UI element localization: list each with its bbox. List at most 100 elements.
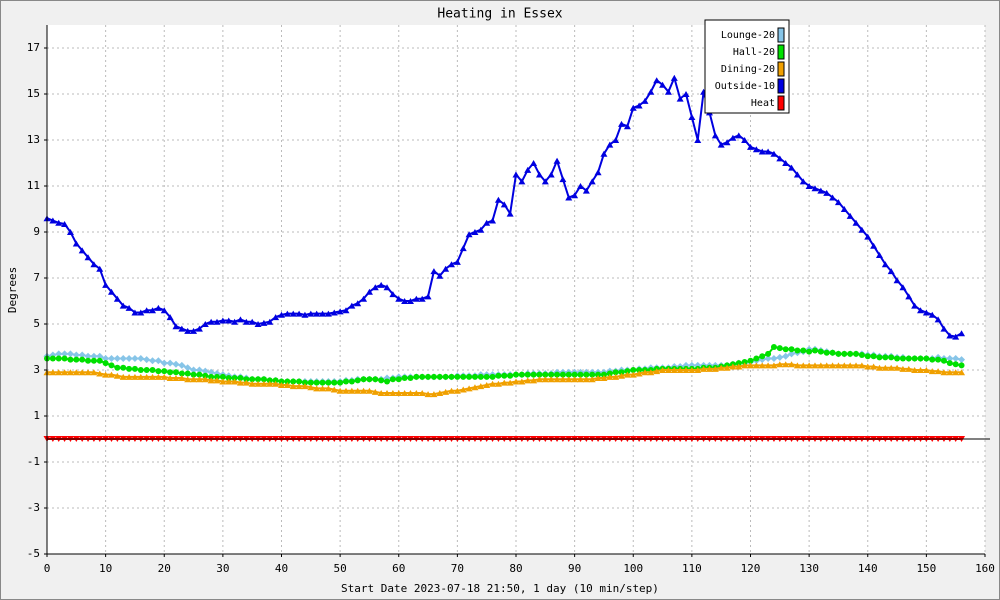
point-marker (565, 194, 573, 201)
point-marker (735, 360, 742, 367)
point-marker (682, 91, 690, 97)
point-marker (125, 304, 133, 311)
point-marker (96, 265, 104, 272)
point-marker (290, 378, 297, 385)
y-tick-label: 9 (33, 225, 40, 238)
x-tick-label: 40 (275, 562, 288, 575)
point-marker (172, 369, 179, 376)
point-marker (154, 357, 162, 365)
point-marker (870, 363, 878, 370)
y-tick-label: 13 (27, 133, 40, 146)
point-marker (834, 199, 842, 206)
point-marker (788, 346, 795, 353)
point-marker (143, 367, 150, 373)
point-marker (354, 300, 362, 307)
point-marker (360, 295, 368, 302)
point-marker (864, 353, 871, 360)
point-marker (418, 390, 426, 396)
point-marker (120, 364, 127, 371)
y-tick-label: -1 (27, 455, 40, 468)
point-marker (929, 356, 936, 363)
point-marker (623, 123, 631, 130)
point-marker (195, 376, 203, 383)
point-marker (548, 371, 555, 378)
point-marker (717, 364, 725, 371)
point-marker (793, 171, 801, 178)
point-marker (283, 310, 291, 317)
point-marker (694, 137, 702, 143)
point-marker (96, 370, 104, 377)
point-marker (565, 376, 573, 383)
point-marker (102, 355, 110, 362)
point-marker (495, 372, 502, 379)
point-marker (413, 373, 420, 380)
point-marker (741, 358, 748, 365)
point-marker (319, 310, 327, 317)
point-marker (149, 357, 157, 365)
point-marker (835, 350, 842, 357)
point-marker (800, 347, 807, 354)
point-marker (313, 385, 321, 392)
point-marker (49, 217, 57, 224)
point-marker (236, 379, 244, 386)
point-marker (501, 372, 508, 379)
point-marker (389, 291, 397, 298)
point-marker (395, 295, 403, 302)
point-marker (243, 376, 250, 383)
point-marker (747, 143, 754, 150)
x-tick-label: 60 (392, 562, 405, 575)
point-marker (108, 362, 115, 369)
x-axis-label: Start Date 2023-07-18 21:50, 1 day (10 m… (341, 582, 659, 595)
point-marker (535, 171, 543, 178)
point-marker (542, 371, 549, 378)
point-marker (78, 369, 86, 376)
point-marker (208, 373, 215, 380)
point-marker (383, 284, 391, 291)
point-marker (190, 376, 198, 383)
point-marker (336, 387, 344, 394)
y-tick-label: -5 (27, 547, 40, 560)
point-marker (260, 380, 268, 387)
x-tick-label: 140 (858, 562, 878, 575)
point-marker (841, 350, 848, 357)
point-marker (676, 95, 684, 102)
point-marker (137, 373, 145, 380)
point-marker (612, 373, 620, 380)
point-marker (524, 166, 532, 173)
point-marker (483, 219, 491, 226)
point-marker (847, 350, 854, 357)
point-marker (765, 350, 772, 357)
point-marker (172, 375, 180, 382)
point-marker (55, 369, 63, 376)
point-marker (137, 355, 145, 362)
point-marker (758, 148, 766, 155)
point-marker (167, 369, 174, 376)
point-marker (764, 362, 772, 369)
point-marker (864, 363, 872, 370)
point-marker (471, 373, 478, 380)
point-marker (506, 210, 514, 217)
point-marker (582, 376, 590, 383)
point-marker (899, 284, 907, 291)
point-marker (436, 272, 444, 279)
point-marker (465, 385, 473, 392)
point-marker (289, 310, 297, 317)
point-marker (113, 355, 121, 362)
point-marker (794, 347, 801, 354)
point-marker (928, 368, 936, 375)
point-marker (853, 350, 860, 357)
point-marker (55, 219, 63, 226)
point-marker (506, 379, 514, 386)
point-marker (55, 350, 63, 358)
point-marker (664, 88, 672, 95)
point-marker (705, 365, 713, 372)
point-marker (471, 384, 479, 391)
point-marker (513, 371, 519, 378)
point-marker (378, 377, 385, 384)
point-marker (255, 376, 262, 383)
point-marker (846, 362, 854, 369)
point-marker (231, 318, 239, 325)
point-marker (131, 365, 138, 372)
point-marker (207, 377, 215, 384)
point-marker (589, 371, 596, 378)
